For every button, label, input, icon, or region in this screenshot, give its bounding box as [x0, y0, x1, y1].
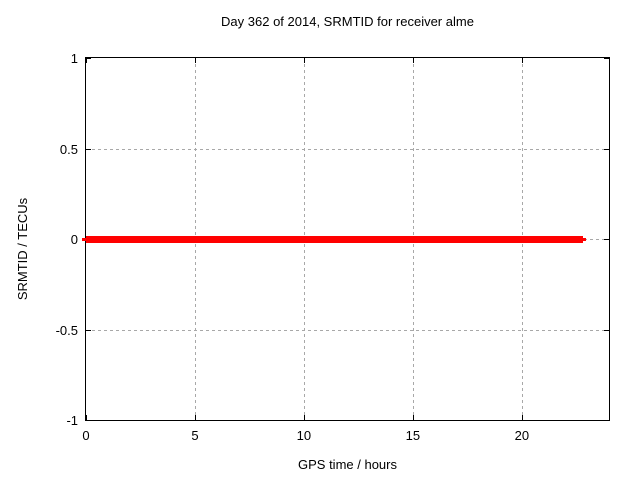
series-line-srmtid	[86, 235, 583, 243]
x-tick-label-20: 20	[514, 428, 530, 443]
tick-x-10-top	[303, 58, 305, 63]
tick-y--1-left	[86, 420, 91, 421]
tick-y--1-right	[604, 420, 609, 421]
chart-title: Day 362 of 2014, SRMTID for receiver alm…	[221, 14, 474, 29]
tick-x-15-top	[412, 58, 414, 63]
x-tick-label-0: 0	[82, 428, 90, 443]
y-tick-label-1: 1	[70, 51, 78, 66]
tick-x-10-bottom	[303, 415, 305, 420]
y-tick-label-0.5: 0.5	[59, 141, 78, 157]
tick-y--0.5-right	[604, 329, 609, 331]
tick-x-5-top	[194, 58, 196, 63]
tick-y--0.5-left	[86, 329, 91, 331]
tick-x-0-top	[86, 58, 87, 63]
y-tick-label-0: 0	[70, 232, 78, 247]
x-axis-label: GPS time / hours	[298, 457, 397, 472]
tick-y-1-right	[604, 58, 609, 59]
tick-y-0-right	[604, 239, 609, 240]
tick-y-0.5-right	[604, 148, 609, 150]
tick-x-5-bottom	[194, 415, 196, 420]
y-tick-label--0.5: -0.5	[55, 322, 78, 338]
y-tick-label--1: -1	[66, 413, 78, 428]
tick-x-0-bottom	[86, 415, 87, 420]
x-tick-label-5: 5	[191, 428, 199, 443]
tick-y-1-left	[86, 58, 91, 59]
x-tick-label-15: 15	[405, 428, 421, 443]
tick-x-15-bottom	[412, 415, 414, 420]
tick-x-20-top	[521, 58, 523, 63]
gridline-y--0.5	[86, 329, 609, 331]
tick-y-0.5-left	[86, 148, 91, 150]
tick-x-20-bottom	[521, 415, 523, 420]
x-tick-label-10: 10	[296, 428, 312, 443]
plot-area	[82, 57, 610, 421]
gridline-y-0.5	[86, 148, 609, 150]
